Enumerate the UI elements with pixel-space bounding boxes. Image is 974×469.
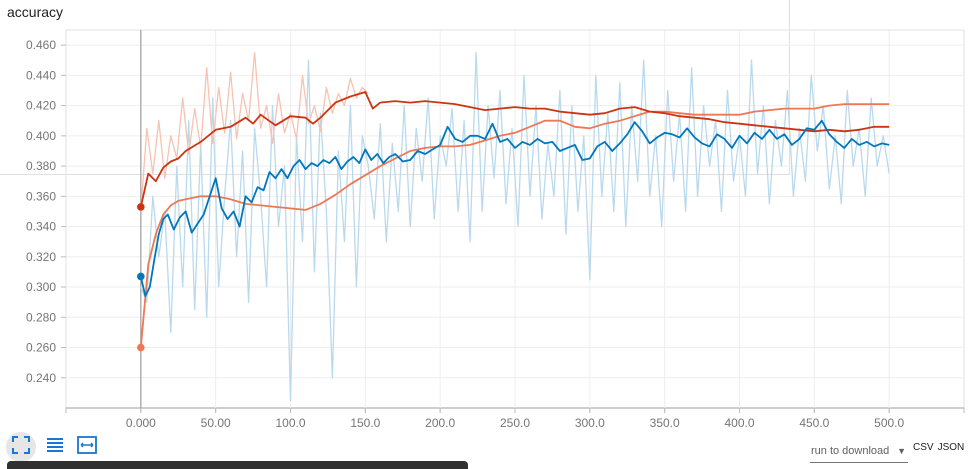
x-tick-label: 450.0 (799, 416, 829, 430)
x-tick-label: 500.0 (874, 416, 904, 430)
fit-domain-icon (77, 435, 97, 459)
y-tick-label: 0.300 (26, 280, 56, 294)
y-tick-label: 0.280 (26, 310, 56, 324)
start-marker-0 (137, 203, 145, 211)
accuracy-chart: 0.240 0.260 0.280 0.300 0.320 0.340 0.360 0.380… (26, 29, 965, 430)
fullscreen-button[interactable] (6, 432, 36, 462)
toggle-log-scale-button[interactable] (40, 432, 70, 462)
series-line-0 (139, 91, 890, 208)
series-line-4 (140, 52, 890, 402)
y-tick-label: 0.240 (26, 371, 56, 385)
run-select-value: run to download (811, 445, 890, 457)
y-tick-label: 0.440 (26, 68, 56, 82)
y-tick-label: 0.380 (26, 159, 56, 173)
x-tick-label: 400.0 (724, 416, 754, 430)
y-tick-label: 0.320 (26, 250, 56, 264)
fullscreen-icon (12, 435, 30, 459)
series-line-3 (140, 52, 369, 212)
fit-domain-button[interactable] (72, 432, 102, 462)
y-tick-label: 0.360 (26, 189, 56, 203)
x-tick-label: 100.0 (275, 416, 305, 430)
json-download-link[interactable]: JSON (937, 442, 965, 453)
x-tick-label: 200.0 (425, 416, 455, 430)
x-tick-label: 0.000 (126, 416, 156, 430)
run-to-download-select[interactable]: run to download ▼ (810, 444, 908, 463)
x-tick-label: 350.0 (650, 416, 680, 430)
chart-title: accuracy (7, 4, 64, 20)
chevron-down-icon: ▼ (897, 446, 906, 456)
series-line-2 (139, 119, 890, 298)
start-marker-2 (137, 343, 145, 352)
y-tick-label: 0.260 (26, 341, 56, 355)
csv-download-link[interactable]: CSV (913, 442, 934, 453)
download-links: CSV JSON (913, 442, 968, 453)
x-tick-label: 300.0 (575, 416, 605, 430)
x-tick-label: 150.0 (350, 416, 380, 430)
x-tick-label: 50.00 (201, 416, 231, 430)
status-bar (7, 461, 468, 469)
y-tick-label: 0.340 (26, 220, 56, 234)
x-tick-label: 250.0 (500, 416, 530, 430)
list-icon (46, 436, 64, 459)
y-tick-label: 0.420 (26, 99, 56, 113)
y-tick-label: 0.400 (26, 129, 56, 143)
series-line-1 (139, 103, 890, 348)
start-marker-1 (137, 272, 145, 281)
y-tick-label: 0.460 (26, 38, 56, 52)
